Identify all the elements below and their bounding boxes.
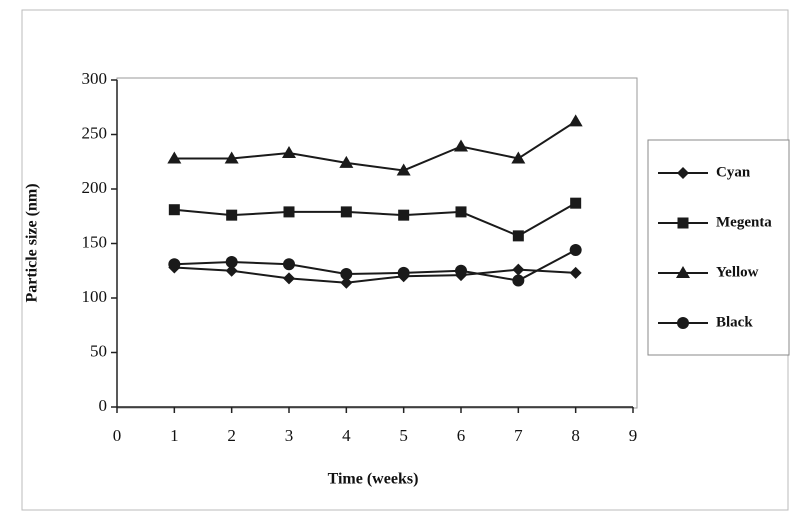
marker (340, 206, 352, 218)
series-line (174, 120, 577, 172)
plot-border (116, 77, 638, 409)
legend-marker (677, 317, 689, 329)
legend-marker (677, 167, 689, 179)
series-line (174, 249, 577, 282)
legend-marker (677, 217, 689, 229)
marker (339, 155, 354, 168)
legend-label: Yellow (716, 264, 759, 280)
marker (455, 264, 467, 277)
legend-box (647, 139, 790, 356)
marker (512, 263, 525, 276)
marker (511, 151, 526, 164)
legend-marker (676, 266, 690, 278)
marker (340, 268, 353, 281)
x-tick-label: 8 (571, 426, 580, 445)
x-tick-label: 9 (629, 426, 638, 445)
x-axis-label: Time (weeks) (328, 471, 419, 488)
marker (396, 163, 411, 176)
series-line (174, 202, 577, 237)
marker (283, 206, 295, 218)
y-tick-label: 100 (82, 287, 108, 306)
marker (282, 146, 296, 159)
marker (224, 151, 239, 164)
legend-label: Black (716, 314, 753, 330)
x-tick-label: 7 (514, 426, 523, 445)
y-tick-label: 200 (82, 178, 108, 197)
y-axis-label: Particle size (nm) (24, 183, 41, 302)
marker (283, 258, 295, 271)
legend-label: Megenta (716, 214, 772, 230)
x-tick-label: 4 (342, 426, 351, 445)
x-tick-label: 2 (227, 426, 236, 445)
y-tick-label: 150 (82, 232, 108, 251)
marker (569, 266, 582, 279)
y-tick-label: 50 (90, 341, 107, 360)
x-tick-label: 5 (399, 426, 408, 445)
marker (455, 206, 467, 218)
marker (398, 209, 410, 221)
x-tick-label: 3 (285, 426, 294, 445)
legend-label: Cyan (716, 164, 751, 180)
series-line (174, 266, 576, 284)
marker (225, 264, 238, 277)
marker (167, 151, 182, 164)
marker (454, 139, 468, 152)
marker (397, 266, 410, 279)
marker (225, 256, 238, 269)
marker (568, 114, 583, 127)
marker (512, 230, 524, 242)
y-tick-label: 0 (99, 396, 108, 415)
y-tick-label: 250 (82, 123, 108, 142)
marker (283, 272, 295, 285)
marker (340, 276, 353, 289)
marker (168, 204, 180, 216)
marker (512, 274, 525, 287)
x-tick-label: 6 (457, 426, 466, 445)
x-tick-label: 1 (170, 426, 179, 445)
y-tick-label: 300 (82, 69, 108, 88)
marker (168, 258, 181, 271)
marker (569, 244, 582, 257)
marker (570, 197, 582, 209)
x-tick-label: 0 (113, 426, 122, 445)
marker (226, 209, 238, 221)
